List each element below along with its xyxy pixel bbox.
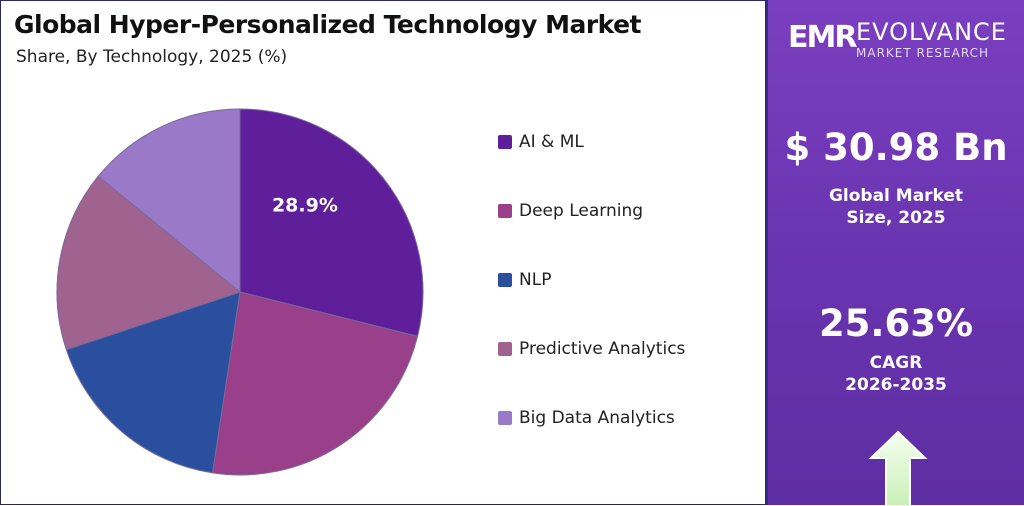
legend-label: Predictive Analytics xyxy=(519,339,686,359)
legend-swatch xyxy=(498,342,512,356)
logo-tagline: MARKET RESEARCH xyxy=(856,46,989,60)
pie-slice-predictive-analytics xyxy=(56,175,242,351)
data-label: 28.9% xyxy=(272,194,338,216)
legend-item: Big Data Analytics xyxy=(498,408,675,428)
pie-slice-ai-ml xyxy=(239,108,424,338)
legend-swatch xyxy=(498,411,512,425)
logo-mark: EMR xyxy=(788,20,857,55)
pie-slice-big-data-analytics xyxy=(97,108,241,294)
pie-slice-deep-learning xyxy=(211,291,419,476)
legend-swatch xyxy=(498,204,512,218)
legend-swatch xyxy=(498,273,512,287)
summary-panel: EMR EVOLVANCE MARKET RESEARCH $ 30.98 Bn… xyxy=(766,0,1024,506)
legend-label: AI & ML xyxy=(519,132,584,152)
legend-item: NLP xyxy=(498,270,551,290)
chart-title: Global Hyper-Personalized Technology Mar… xyxy=(14,10,642,39)
logo-name: EVOLVANCE xyxy=(856,18,1007,46)
cagr-label: CAGR 2026-2035 xyxy=(845,353,947,395)
pie-slice-nlp xyxy=(65,291,241,474)
up-arrow-icon xyxy=(868,430,928,506)
legend-label: Deep Learning xyxy=(519,201,644,221)
chart-subtitle: Share, By Technology, 2025 (%) xyxy=(16,47,288,67)
legend-label: NLP xyxy=(519,270,552,290)
logo: EMR EVOLVANCE MARKET RESEARCH xyxy=(788,18,1018,60)
market-size-value: $ 30.98 Bn xyxy=(784,126,1008,169)
cagr-value: 25.63% xyxy=(818,302,974,345)
market-size-label: Global Market Size, 2025 xyxy=(828,186,964,228)
legend-swatch xyxy=(498,135,512,149)
legend-item: AI & ML xyxy=(498,132,584,152)
legend-label: Big Data Analytics xyxy=(519,408,675,428)
legend-item: Deep Learning xyxy=(498,201,643,221)
legend-item: Predictive Analytics xyxy=(498,339,685,359)
pie-chart: 28.9% xyxy=(56,108,424,476)
